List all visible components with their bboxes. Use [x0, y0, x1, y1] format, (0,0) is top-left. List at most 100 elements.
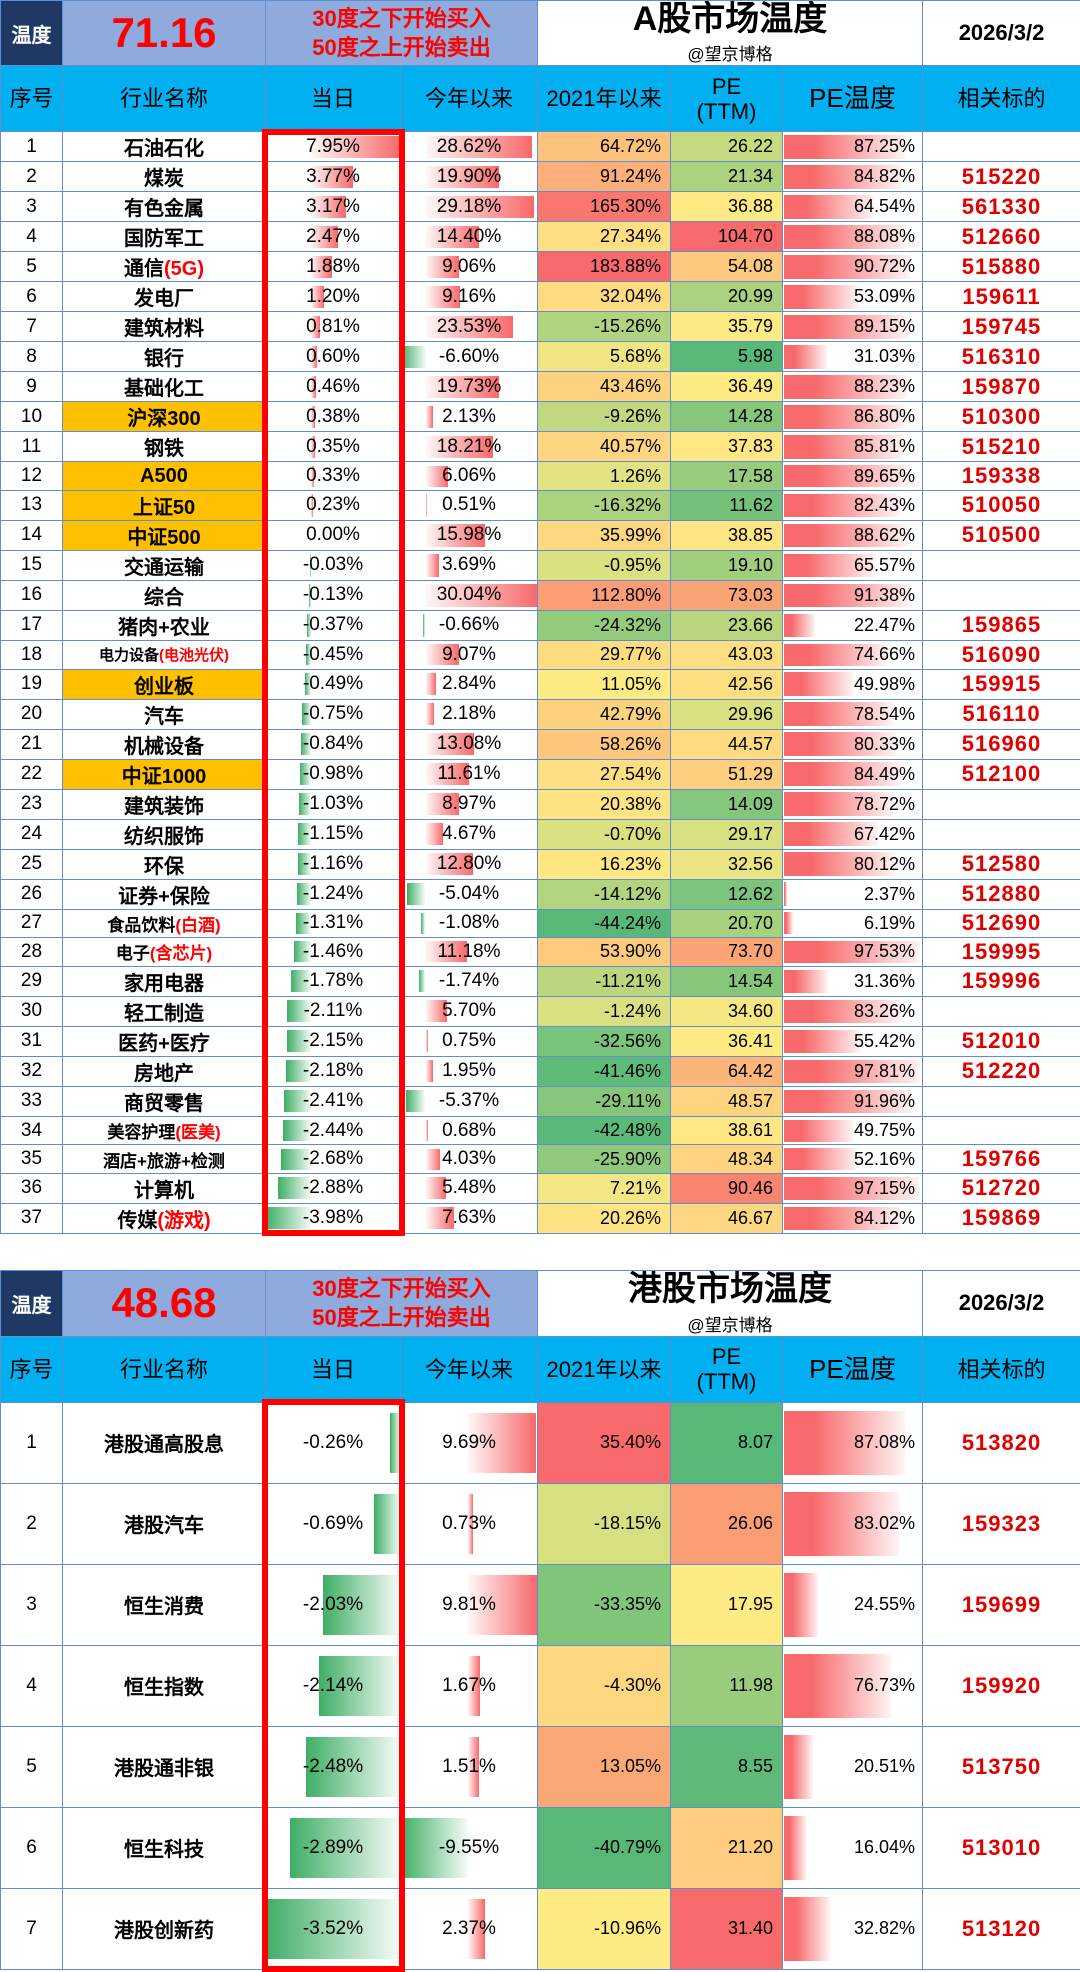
pe-temperature-cell: 91.38%	[783, 580, 923, 610]
cell-value: 0.81%	[306, 316, 360, 337]
pe-cell: 37.83	[671, 432, 783, 462]
seq-cell: 22	[1, 759, 63, 789]
ytd-change-cell: 0.51%	[401, 490, 538, 520]
cell-value: 6.06%	[442, 465, 496, 486]
data-bar	[426, 494, 428, 516]
cell-value: 49.98%	[854, 674, 915, 694]
industry-name: 家用电器	[124, 973, 204, 995]
column-header-industry: 行业名称	[63, 1336, 266, 1402]
since-2021-cell: 165.30%	[538, 192, 671, 222]
seq-cell: 18	[1, 640, 63, 669]
cell-value: 2.47%	[306, 226, 360, 247]
since-2021-cell: 7.21%	[538, 1173, 671, 1203]
daily-change-cell: 0.35%	[266, 432, 401, 462]
daily-change-cell: -2.44%	[266, 1116, 401, 1145]
ytd-change-cell: 7.63%	[401, 1203, 538, 1233]
cell-value: 32.82%	[854, 1918, 915, 1938]
market-title-cell: A股市场温度@望京博格	[538, 1, 923, 66]
seq-cell: 30	[1, 996, 63, 1026]
fund-code-cell: 512220	[923, 1056, 1080, 1086]
pe-cell: 48.34	[671, 1145, 783, 1174]
ytd-change-cell: 28.62%	[401, 132, 538, 162]
cell-value: 1.88%	[306, 256, 360, 277]
daily-change-cell: -2.15%	[266, 1026, 401, 1056]
data-bar	[390, 1413, 400, 1474]
since-2021-cell: -16.32%	[538, 490, 671, 520]
seq-cell: 15	[1, 550, 63, 580]
column-header-ytd: 今年以来	[401, 1336, 538, 1402]
pe-cell: 21.20	[671, 1807, 783, 1888]
cell-value: 53.09%	[854, 286, 915, 306]
since-2021-cell: 112.80%	[538, 580, 671, 610]
column-header-since-2021: 2021年以来	[538, 66, 671, 132]
fund-code-cell: 159915	[923, 669, 1080, 699]
cell-value: 64.54%	[854, 196, 915, 216]
cell-value: 2.18%	[442, 703, 496, 724]
cell-value: 19.73%	[437, 376, 501, 397]
industry-name-cell: 纺织服饰	[63, 819, 266, 849]
cell-value: -2.11%	[304, 1000, 363, 1021]
cell-value: 49.75%	[854, 1120, 915, 1140]
since-2021-cell: -42.48%	[538, 1116, 671, 1145]
seq-cell: 26	[1, 879, 63, 909]
pe-temperature-cell: 97.81%	[783, 1056, 923, 1086]
industry-name: 环保	[144, 856, 184, 878]
daily-change-cell: -2.41%	[266, 1086, 401, 1116]
industry-name-cell: 环保	[63, 849, 266, 879]
pe-temperature-bar	[784, 882, 787, 905]
industry-name: 综合	[144, 587, 184, 609]
cell-value: 97.15%	[854, 1178, 915, 1198]
pe-cell: 17.95	[671, 1564, 783, 1645]
cell-value: 88.08%	[854, 226, 915, 246]
daily-change-cell: 0.46%	[266, 372, 401, 402]
cell-value: 90.72%	[854, 256, 915, 276]
fund-code-cell: 159995	[923, 938, 1080, 967]
seq-cell: 2	[1, 1483, 63, 1564]
pe-temperature-bar	[784, 1735, 813, 1799]
ytd-change-cell: 0.68%	[401, 1116, 538, 1145]
pe-cell: 36.88	[671, 192, 783, 222]
cell-value: 84.49%	[854, 764, 915, 784]
industry-name: 机械设备	[124, 736, 204, 758]
cell-value: -0.45%	[303, 644, 363, 665]
industry-name-cell: 港股创新药	[63, 1888, 266, 1969]
seq-cell: 8	[1, 342, 63, 372]
seq-cell: 34	[1, 1116, 63, 1145]
cell-value: -1.15%	[303, 823, 363, 844]
industry-name-cell: 恒生科技	[63, 1807, 266, 1888]
daily-change-cell: 2.47%	[266, 222, 401, 252]
cell-value: 24.55%	[854, 1594, 915, 1614]
ytd-change-cell: 29.18%	[401, 192, 538, 222]
daily-change-cell: -3.52%	[266, 1888, 401, 1969]
cell-value: 2.37%	[864, 884, 915, 904]
industry-name: 基础化工	[124, 378, 204, 400]
industry-name: 国防军工	[124, 228, 204, 250]
since-2021-cell: -1.24%	[538, 996, 671, 1026]
fund-code-cell: 561330	[923, 192, 1080, 222]
industry-name-cell: 钢铁	[63, 432, 266, 462]
cell-value: 91.38%	[854, 585, 915, 605]
pe-temperature-cell: 88.62%	[783, 520, 923, 550]
daily-change-cell: -0.84%	[266, 729, 401, 759]
since-2021-cell: -15.26%	[538, 312, 671, 342]
since-2021-cell: 53.90%	[538, 938, 671, 967]
daily-change-cell: 7.95%	[266, 132, 401, 162]
daily-change-cell: -2.18%	[266, 1056, 401, 1086]
industry-name: 港股汽车	[124, 1515, 204, 1537]
seq-cell: 16	[1, 580, 63, 610]
cell-value: -3.98%	[303, 1207, 363, 1228]
ytd-change-cell: 1.95%	[401, 1056, 538, 1086]
cell-value: 83.26%	[854, 1001, 915, 1021]
pe-cell: 64.42	[671, 1056, 783, 1086]
column-header-pe: PE (TTM)	[671, 66, 783, 132]
industry-name: 证券+保险	[118, 886, 210, 908]
pe-cell: 38.85	[671, 520, 783, 550]
pe-cell: 54.08	[671, 252, 783, 282]
pe-temperature-cell: 6.19%	[783, 909, 923, 938]
